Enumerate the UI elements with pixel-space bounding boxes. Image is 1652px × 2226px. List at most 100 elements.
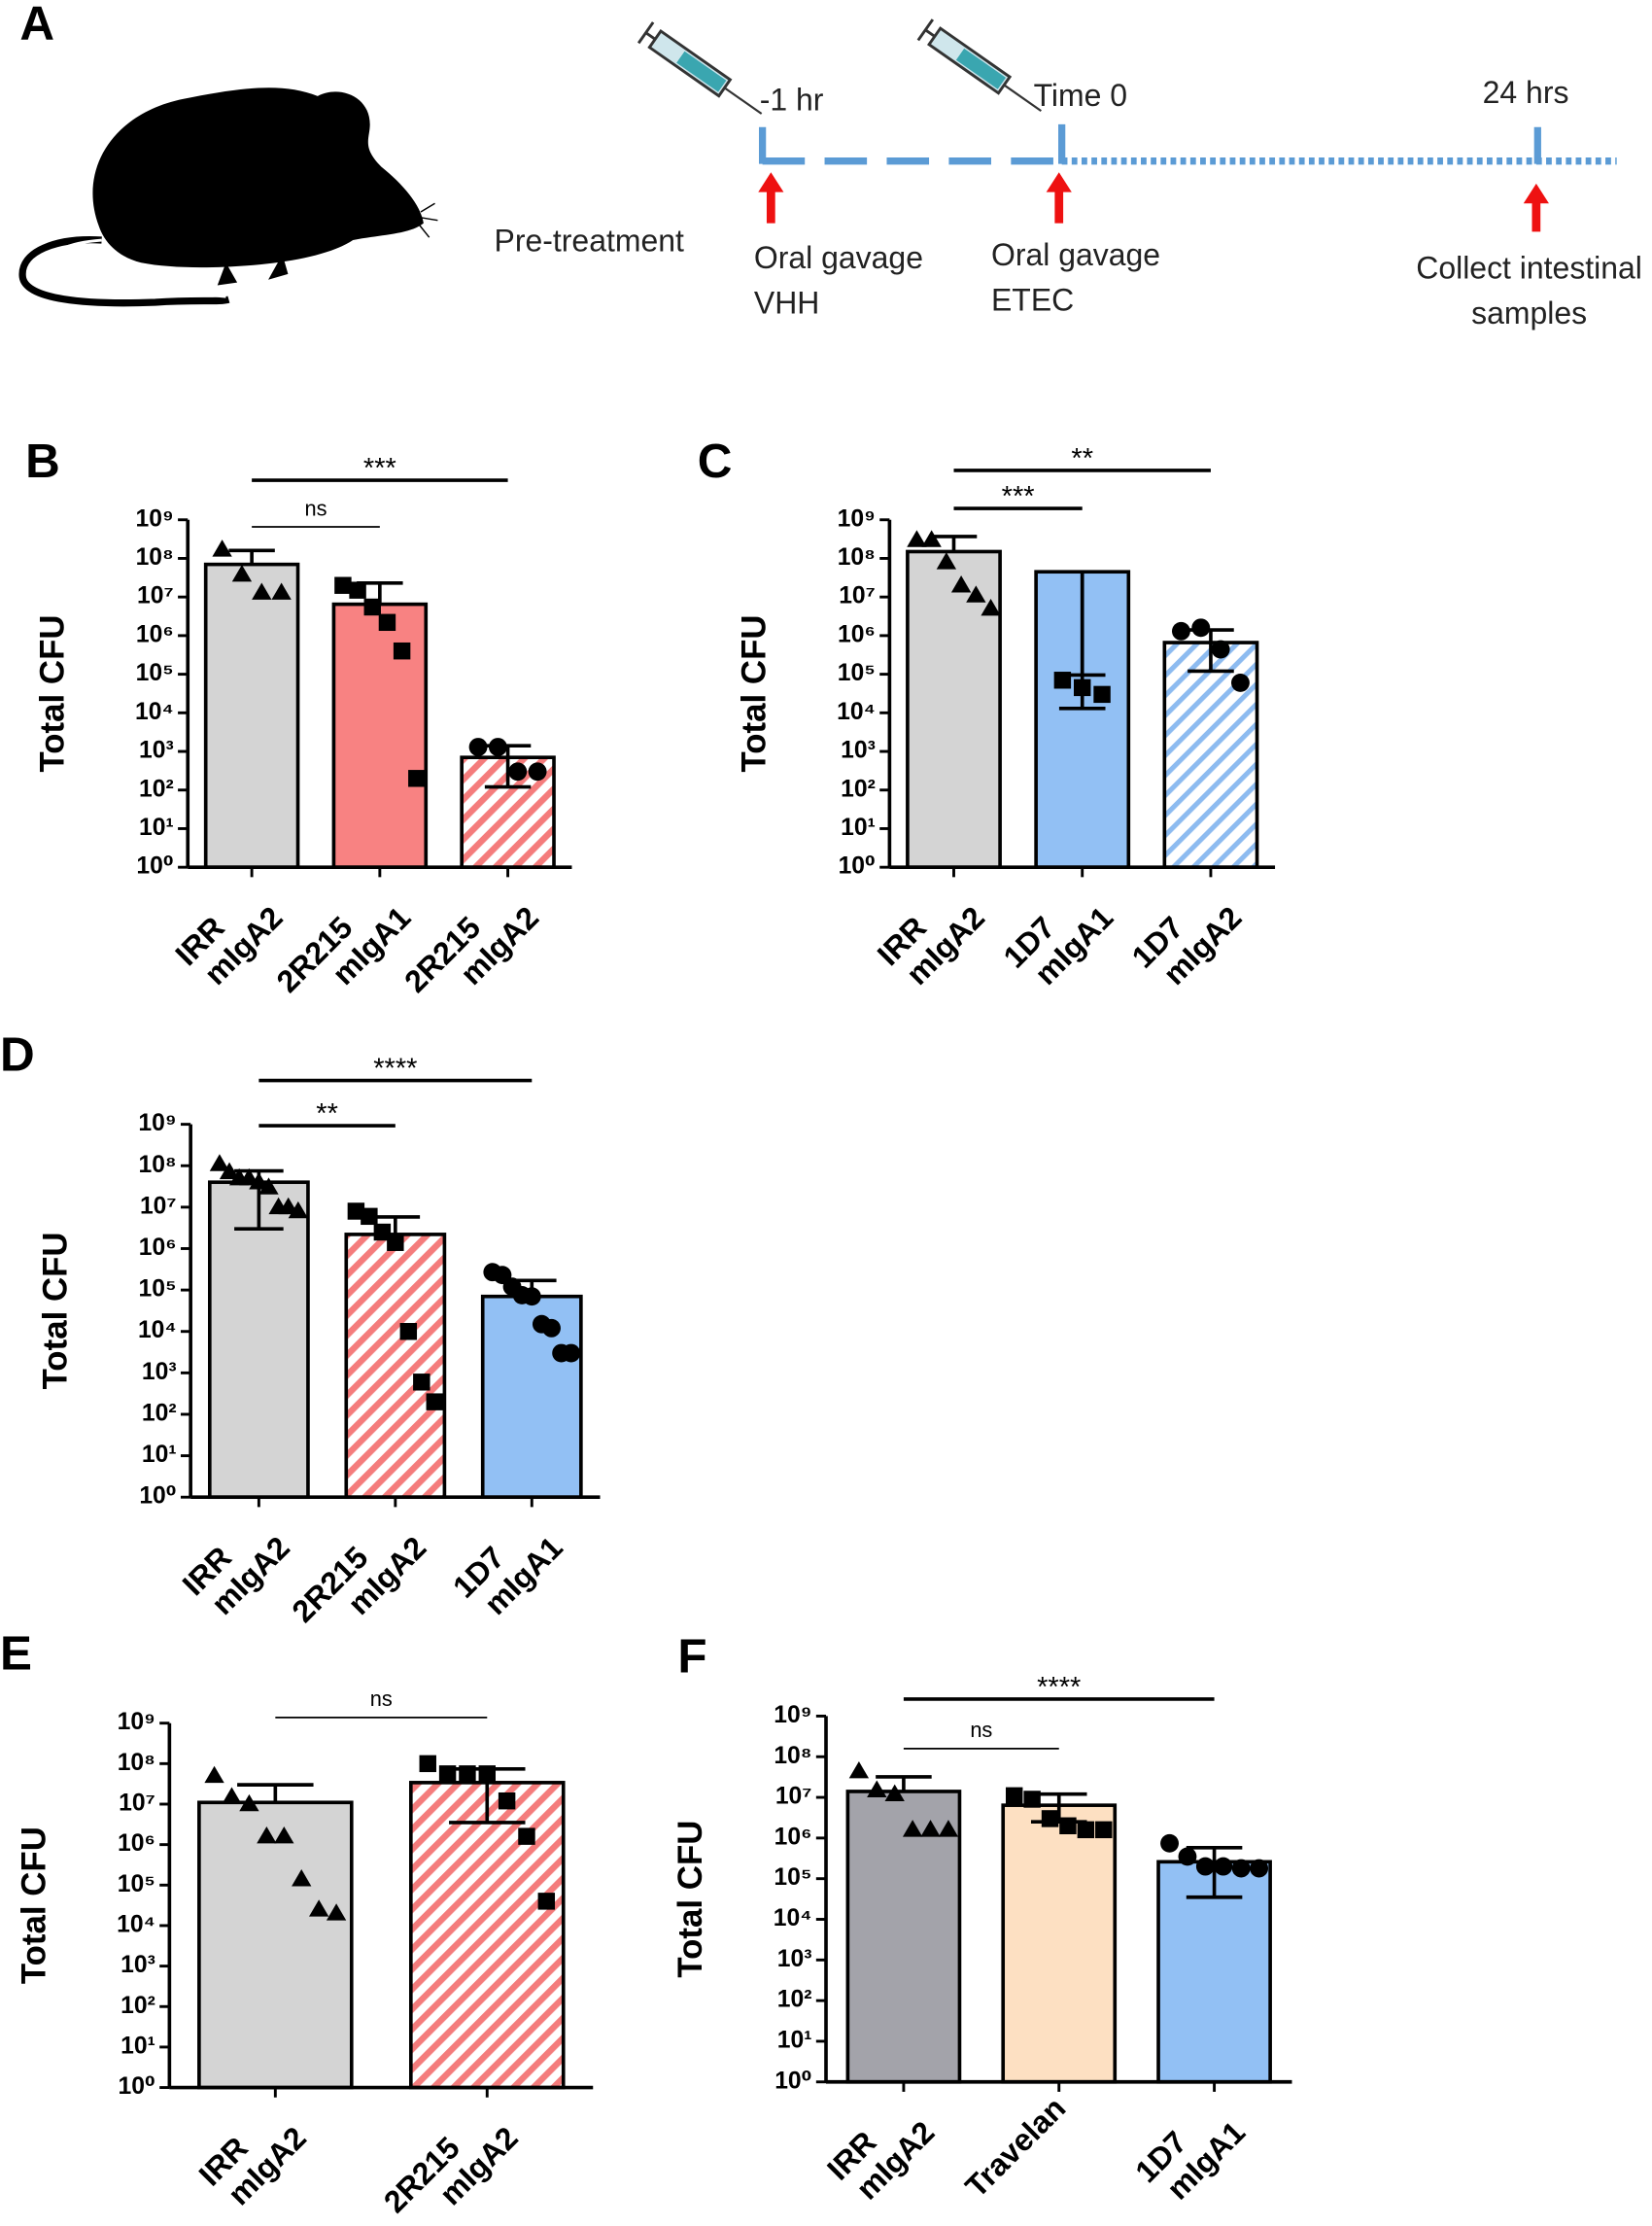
- data-point: [438, 1765, 457, 1783]
- x-tick-label: 2R215 mIgA1: [269, 876, 417, 1024]
- time-label: -1 hr: [760, 82, 824, 117]
- data-point: [1053, 672, 1072, 689]
- y-tick-label: 10⁰: [839, 853, 876, 880]
- step-label: Collect intestinal: [1416, 250, 1642, 285]
- data-point: [518, 1827, 535, 1845]
- y-tick-label: 10²: [120, 1993, 155, 2019]
- y-tick-label: 10¹: [120, 2033, 155, 2059]
- data-point: [393, 642, 411, 660]
- data-point: [252, 582, 272, 600]
- y-tick-label: 10²: [841, 776, 876, 802]
- error-bar: [234, 1182, 284, 1231]
- significance-label: ****: [373, 1054, 417, 1085]
- y-tick-label: 10⁷: [140, 1193, 177, 1219]
- error-bar: [876, 1775, 932, 1791]
- data-point: [459, 1765, 476, 1783]
- significance-label: **: [1071, 443, 1093, 474]
- data-point: [1171, 621, 1190, 641]
- data-point: [334, 576, 352, 594]
- y-tick-label: 10⁹: [774, 1702, 811, 1728]
- y-tick-label: 10⁹: [118, 1709, 155, 1735]
- data-point: [274, 1826, 294, 1844]
- y-tick-label: 10⁴: [138, 1317, 177, 1343]
- y-axis-label: Total CFU: [15, 1826, 52, 1984]
- bar-chart: F Total CFU 10⁰ 10¹ 10² 10³ 10⁴ 10⁵ 10⁶ 10⁷ 10⁸ 10⁹…: [671, 1629, 1292, 2207]
- data-point: [508, 762, 528, 782]
- y-tick-label: 10⁶: [118, 1830, 155, 1857]
- data-point: [950, 575, 972, 593]
- pretreatment-label: Pre-treatment: [495, 224, 684, 259]
- data-point: [488, 738, 507, 756]
- data-point: [902, 1820, 923, 1837]
- data-point: [1023, 1791, 1041, 1808]
- bar: [1001, 1803, 1118, 2084]
- bar: [480, 1294, 583, 1500]
- syringe: [637, 21, 763, 115]
- y-tick-label: 10³: [841, 738, 876, 764]
- y-tick-label: 10¹: [777, 2027, 812, 2053]
- data-point: [468, 738, 488, 756]
- y-tick-label: 10⁵: [838, 660, 876, 686]
- x-tick-label: IRR mIgA2: [176, 1506, 296, 1626]
- data-point: [867, 1780, 887, 1797]
- y-tick-label: 10⁶: [139, 1235, 177, 1261]
- data-point: [1178, 1847, 1197, 1866]
- data-point: [258, 1177, 279, 1195]
- x-tick-label: 2R215 mIgA2: [285, 1506, 432, 1653]
- y-tick-label: 10¹: [139, 815, 174, 841]
- y-tick-label: 10⁰: [119, 2073, 155, 2100]
- mouse-silhouette: [18, 87, 438, 307]
- data-point: [209, 1154, 230, 1171]
- data-point: [361, 1207, 378, 1226]
- data-point: [1195, 1857, 1215, 1876]
- y-tick-label: 10⁹: [138, 1110, 176, 1136]
- panel-letter: E: [0, 1626, 32, 1680]
- y-tick-label: 10³: [139, 738, 174, 764]
- y-tick-label: 10⁷: [839, 583, 876, 609]
- data-point: [522, 1287, 541, 1306]
- y-tick-label: 10²: [777, 1987, 812, 2013]
- arrows: [758, 172, 1549, 232]
- data-point: [271, 582, 292, 600]
- data-point: [212, 539, 232, 557]
- panel-letter: A: [19, 0, 54, 51]
- y-tick-label: 10⁶: [838, 621, 876, 647]
- y-tick-label: 10⁶: [774, 1824, 812, 1850]
- data-point: [907, 530, 927, 547]
- data-point: [1211, 640, 1230, 659]
- data-point: [419, 1755, 436, 1773]
- y-tick-label: 10⁴: [135, 699, 174, 725]
- y-tick-label: 10³: [120, 1952, 155, 1978]
- bar: [197, 1800, 354, 2090]
- y-tick-label: 10⁸: [138, 1152, 176, 1178]
- significance-label: ns: [370, 1687, 393, 1711]
- data-point: [326, 1903, 347, 1921]
- y-tick-label: 10⁶: [136, 621, 174, 647]
- data-point: [239, 1793, 259, 1812]
- y-tick-label: 10⁸: [838, 544, 876, 571]
- significance-label: ****: [1037, 1672, 1081, 1703]
- data-point: [1191, 618, 1211, 638]
- significance-label: **: [316, 1098, 338, 1130]
- error-bar: [237, 1783, 314, 1803]
- x-tick-label: 1D7 mIgA1: [446, 1506, 569, 1629]
- y-tick-label: 10⁴: [117, 1911, 155, 1937]
- bar: [845, 1790, 962, 2084]
- data-point: [498, 1791, 516, 1810]
- data-point: [966, 585, 986, 603]
- step-label: ETEC: [991, 283, 1074, 318]
- time-label: 24 hrs: [1483, 75, 1569, 110]
- y-tick-label: 10⁵: [139, 1276, 177, 1303]
- y-axis-label: Total CFU: [671, 1821, 709, 1978]
- error-bar: [370, 1215, 421, 1235]
- y-tick-label: 10⁰: [774, 2068, 811, 2094]
- y-tick-label: 10⁷: [119, 1791, 155, 1817]
- data-point: [938, 1820, 959, 1837]
- y-tick-label: 10⁵: [136, 660, 174, 686]
- data-point: [1231, 1859, 1251, 1878]
- y-tick-label: 10⁰: [136, 853, 173, 880]
- bar: [208, 1180, 310, 1500]
- data-point: [1160, 1833, 1179, 1853]
- data-point: [537, 1893, 556, 1910]
- panel-a: A -1 hr Time 0 24 hrs Pre-treatment Ora: [18, 0, 1642, 330]
